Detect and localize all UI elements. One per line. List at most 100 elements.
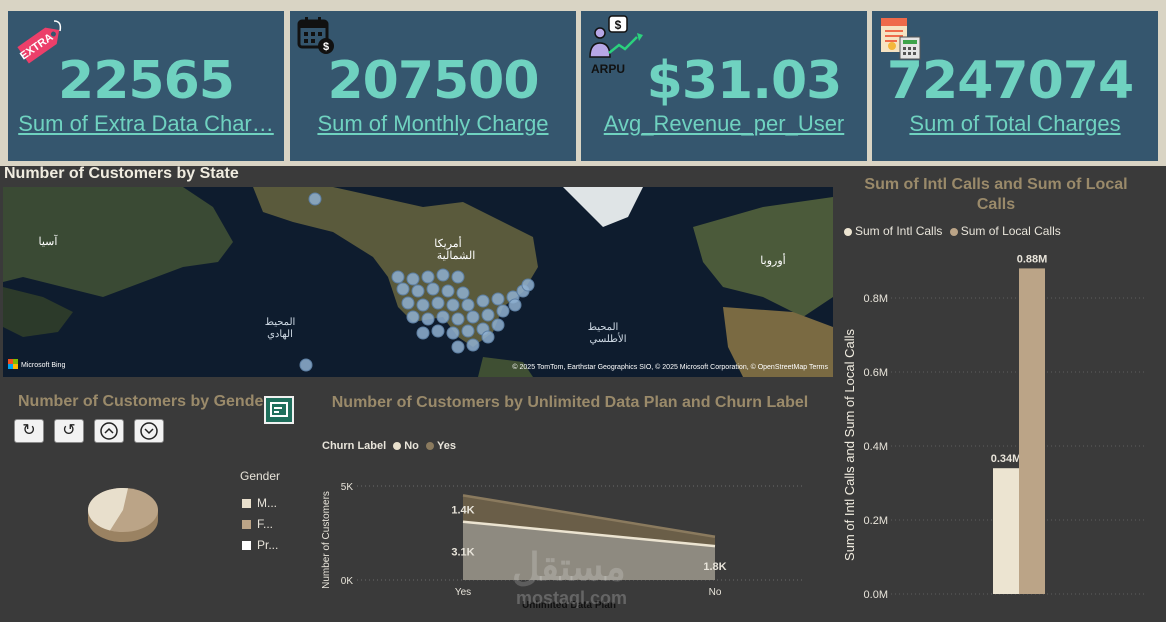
state-bubble[interactable] xyxy=(436,310,450,324)
kpi-card-monthly-charge[interactable]: $ 207500 Sum of Monthly Charge xyxy=(288,9,578,163)
kpi-label[interactable]: Sum of Extra Data Char… xyxy=(18,111,274,136)
state-bubble[interactable] xyxy=(416,326,430,340)
calls-legend: Sum of Intl Calls Sum of Local Calls xyxy=(844,224,1061,238)
kpi-value: 207500 xyxy=(327,51,539,111)
map-label-north-america-2: الشمالية xyxy=(437,250,476,262)
y-tick-label: 0.8M xyxy=(864,293,888,305)
undo-icon[interactable]: ↺ xyxy=(54,419,84,443)
map-label-pacific-2: الهادي xyxy=(267,329,293,340)
expand-down-icon[interactable] xyxy=(134,419,164,443)
state-bubble[interactable] xyxy=(508,298,522,312)
area-series-no[interactable] xyxy=(463,521,715,580)
state-bubble[interactable] xyxy=(491,292,505,306)
kpi-label[interactable]: Sum of Monthly Charge xyxy=(317,111,549,136)
bar-local-calls[interactable] xyxy=(1019,268,1045,594)
map-attribution: © 2025 TomTom, Earthstar Geographics SIO… xyxy=(512,363,828,371)
gender-pie-chart[interactable] xyxy=(80,478,170,558)
churn-y-axis-label: Number of Customers xyxy=(321,491,332,589)
state-bubble[interactable] xyxy=(299,358,313,372)
state-bubble[interactable] xyxy=(466,310,480,324)
legend-dot-local xyxy=(949,227,958,236)
churn-area-chart[interactable]: 5K 0K 1.4K 3.1K 1.8K Yes No Number of Custome… xyxy=(315,460,815,615)
kpi-card-extra-data[interactable]: EXTRA 22565 Sum of Extra Data Char… xyxy=(6,9,286,163)
state-bubble[interactable] xyxy=(431,296,445,310)
pie-slice-male[interactable] xyxy=(87,487,128,531)
bar-intl-calls[interactable] xyxy=(993,468,1019,594)
state-bubble[interactable] xyxy=(411,284,425,298)
kpi-card-arpu[interactable]: $ ARPU $31.03 Avg_Revenue_per_User xyxy=(579,9,869,163)
state-bubble[interactable] xyxy=(496,304,510,318)
legend-label-yes[interactable]: Yes xyxy=(436,440,456,452)
state-bubble[interactable] xyxy=(421,270,435,284)
state-bubble[interactable] xyxy=(431,324,445,338)
state-bubble[interactable] xyxy=(426,282,440,296)
state-bubble[interactable] xyxy=(461,324,475,338)
state-bubble[interactable] xyxy=(476,294,490,308)
state-bubble[interactable] xyxy=(441,284,455,298)
data-label-yes-yes: 1.4K xyxy=(451,504,474,516)
state-bubble[interactable] xyxy=(451,340,465,354)
state-bubble[interactable] xyxy=(401,296,415,310)
state-bubble[interactable] xyxy=(491,318,505,332)
legend-label: Pr... xyxy=(257,538,279,552)
kpi-value: 22565 xyxy=(58,51,235,111)
legend-swatch xyxy=(242,541,251,551)
calendar-dollar-icon: $ xyxy=(297,17,334,54)
legend-label: F... xyxy=(257,517,274,531)
state-bubble[interactable] xyxy=(451,270,465,284)
customers-by-state-map[interactable]: آسيا أمريكا الشمالية المحيط الهادي المحي… xyxy=(3,187,833,377)
bar-data-label: 0.34M xyxy=(991,453,1022,465)
state-bubble[interactable] xyxy=(466,338,480,352)
state-bubble[interactable] xyxy=(391,270,405,284)
legend-label-no[interactable]: No xyxy=(404,440,419,452)
map-canvas[interactable]: آسيا أمريكا الشمالية المحيط الهادي المحي… xyxy=(3,187,833,377)
svg-text:$: $ xyxy=(323,41,329,53)
kpi-label[interactable]: Sum of Total Charges xyxy=(909,111,1121,136)
drill-up-icon[interactable]: ↻ xyxy=(14,419,44,443)
y-tick-label: 0.4M xyxy=(864,441,888,453)
state-bubbles[interactable] xyxy=(299,192,535,372)
invoice-calculator-icon xyxy=(881,18,921,60)
gender-legend-item-female[interactable]: F... xyxy=(242,517,273,531)
state-bubble[interactable] xyxy=(451,312,465,326)
state-bubble[interactable] xyxy=(436,268,450,282)
arpu-icon: $ ARPU xyxy=(589,15,643,75)
landmass-asia xyxy=(3,187,233,297)
state-bubble[interactable] xyxy=(416,298,430,312)
kpi-card-total-charges[interactable]: 7247074 Sum of Total Charges xyxy=(870,9,1160,163)
line-series-no xyxy=(462,520,716,548)
area-series-yes[interactable] xyxy=(463,495,715,547)
gender-legend-item-male[interactable]: M... xyxy=(242,496,277,510)
state-bubble[interactable] xyxy=(406,310,420,324)
state-bubble[interactable] xyxy=(406,272,420,286)
legend-dot-yes xyxy=(425,442,434,451)
legend-label: M... xyxy=(257,496,277,510)
state-bubble[interactable] xyxy=(396,282,410,296)
legend-label-intl[interactable]: Sum of Intl Calls xyxy=(855,224,943,238)
state-bubble[interactable] xyxy=(308,192,322,206)
landmass-africa xyxy=(723,307,833,377)
watermark-ar: مستقل xyxy=(512,547,626,589)
gender-legend-item-prefer-not[interactable]: Pr... xyxy=(242,538,278,552)
state-bubble[interactable] xyxy=(421,312,435,326)
expand-up-icon[interactable] xyxy=(94,419,124,443)
map-title: Number of Customers by State xyxy=(4,165,239,182)
x-tick-label: Yes xyxy=(455,587,471,598)
map-label-atlantic-2: الأطلسي xyxy=(589,333,626,345)
calls-y-axis-label: Sum of Intl Calls and Sum of Local Calls xyxy=(842,329,857,561)
state-bubble[interactable] xyxy=(481,308,495,322)
gender-legend-title: Gender xyxy=(240,469,281,483)
state-bubble[interactable] xyxy=(481,330,495,344)
state-bubble[interactable] xyxy=(446,298,460,312)
focus-mode-icon[interactable] xyxy=(264,396,294,424)
kpi-row: EXTRA 22565 Sum of Extra Data Char… $ 20… xyxy=(0,0,1166,166)
state-bubble[interactable] xyxy=(461,298,475,312)
y-tick-label: 0.2M xyxy=(864,515,888,527)
y-tick-label: 5K xyxy=(341,482,354,493)
state-bubble[interactable] xyxy=(456,286,470,300)
state-bubble[interactable] xyxy=(521,278,535,292)
state-bubble[interactable] xyxy=(446,326,460,340)
legend-label-local[interactable]: Sum of Local Calls xyxy=(960,224,1061,238)
calls-bar-chart[interactable]: 0.0M 0.2M 0.4M 0.6M 0.8M 0.34M 0.88M Sum of I… xyxy=(836,245,1156,615)
kpi-label[interactable]: Avg_Revenue_per_User xyxy=(603,111,845,136)
